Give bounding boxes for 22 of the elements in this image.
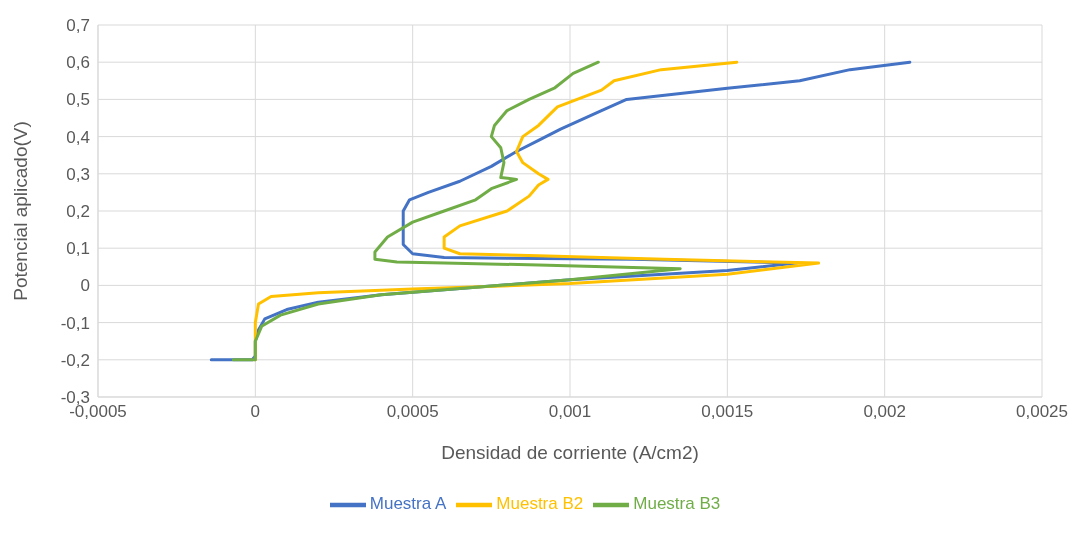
y-tick-label: 0 [80, 276, 90, 296]
legend-label: Muestra B2 [496, 494, 584, 514]
y-tick-label: 0,5 [66, 90, 90, 110]
legend-label: Muestra B3 [633, 494, 721, 514]
y-tick-label: -0,1 [60, 313, 90, 333]
y-tick-label: 0,6 [66, 53, 90, 73]
x-tick-label: 0 [250, 402, 261, 422]
x-tick-label: 0,0025 [1016, 402, 1068, 422]
y-tick-label: 0,7 [66, 16, 90, 36]
x-axis-title: Densidad de corriente (A/cm2) [441, 442, 699, 463]
y-tick-label: 0,3 [66, 164, 90, 184]
line-series [231, 60, 682, 362]
x-tick-label: 0,001 [548, 402, 592, 422]
y-axis-title: Potencial aplicado(V) [9, 121, 31, 301]
y-tick-label: 0,2 [66, 202, 90, 222]
x-tick-label: 0,002 [863, 402, 906, 422]
y-tick-label: 0,4 [66, 127, 90, 147]
y-tick-label: 0,1 [66, 239, 90, 259]
legend-label: Muestra A [369, 494, 447, 514]
x-tick-label: 0,0005 [386, 402, 439, 422]
y-tick-label: -0,2 [60, 350, 90, 370]
x-tick-label: 0,0015 [701, 402, 754, 422]
